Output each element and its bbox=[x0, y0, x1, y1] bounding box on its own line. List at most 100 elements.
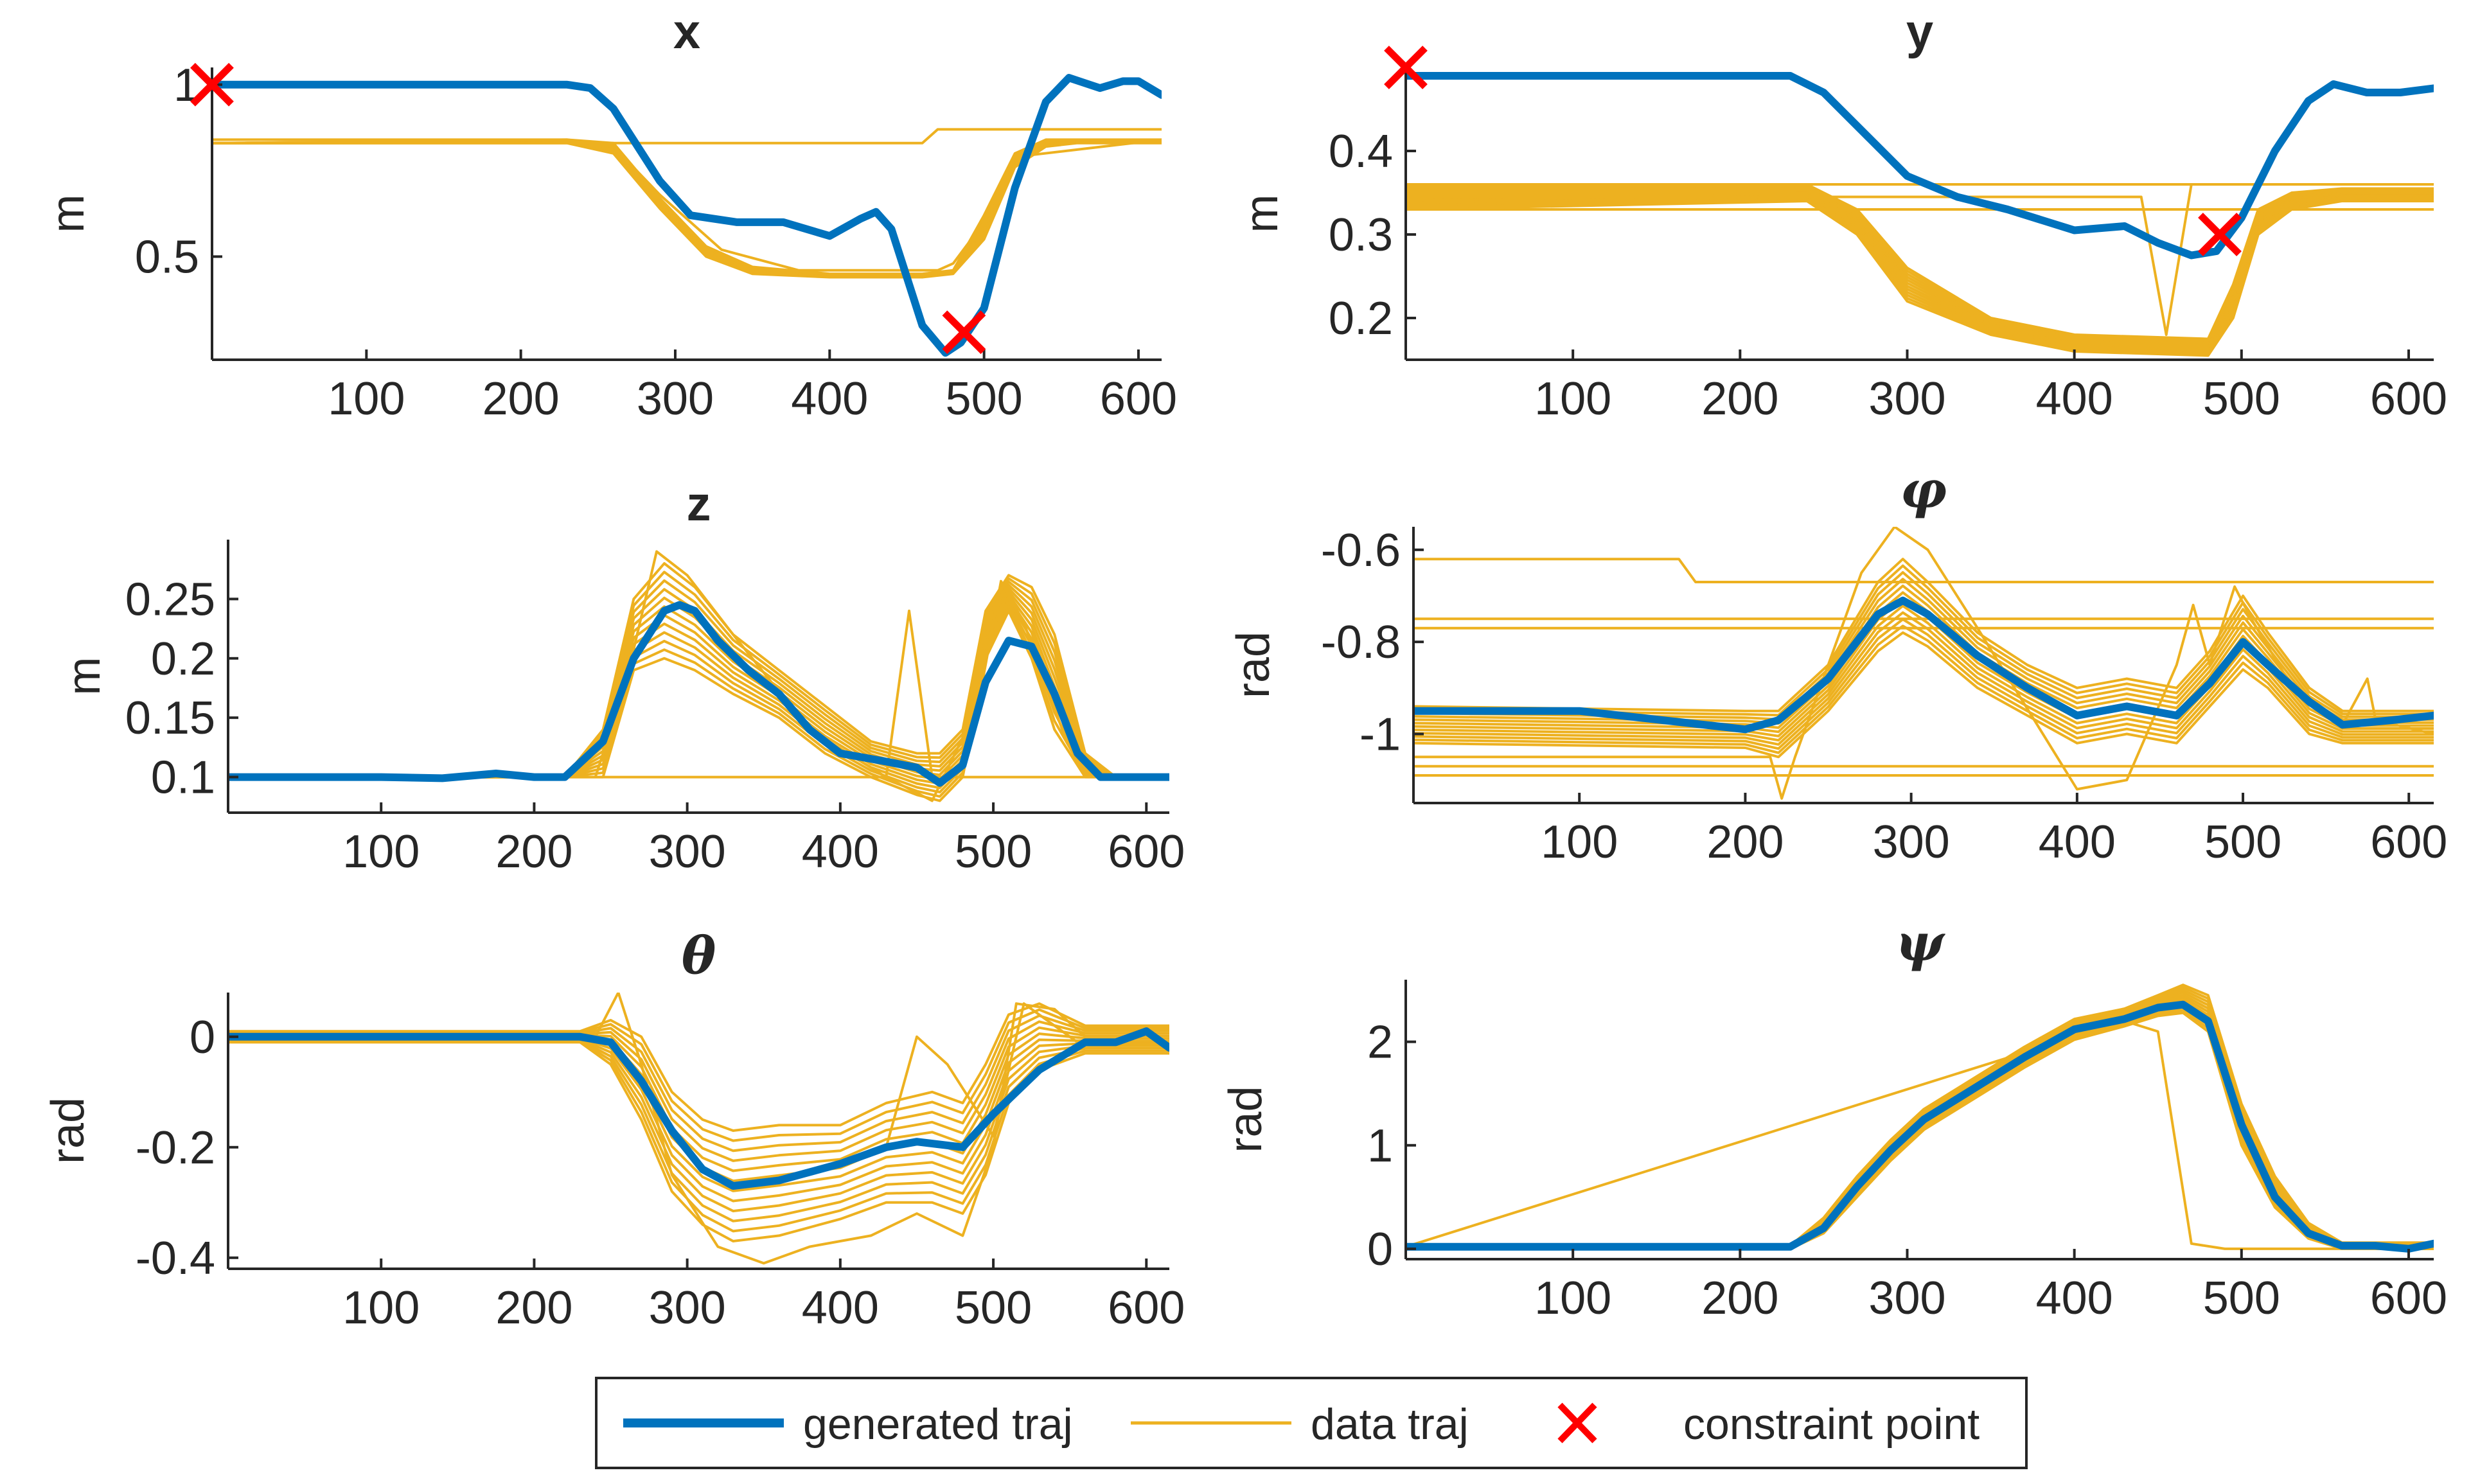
plot-1-y-tick-label-2: 0.4 bbox=[1329, 126, 1393, 177]
plot-5-y-label: rad bbox=[1220, 1086, 1271, 1153]
plot-1-data-traj-8 bbox=[1406, 188, 2434, 345]
plot-0-data-traj-outlier-1 bbox=[212, 138, 1162, 272]
plot-4-y-tick-label-1: -0.2 bbox=[136, 1122, 215, 1174]
plot-3-generated-traj bbox=[1413, 596, 2434, 734]
plot-1-data-traj-11 bbox=[1406, 183, 2434, 340]
plot-3-y-label: rad bbox=[1228, 632, 1279, 698]
plot-5-y-tick-label-2: 2 bbox=[1367, 1017, 1393, 1068]
plot-4-data-traj-7 bbox=[228, 1026, 1169, 1172]
plot-1-y-tick-label-0: 0.2 bbox=[1329, 293, 1393, 344]
plot-5-x-tick-label-600: 600 bbox=[2370, 1273, 2447, 1324]
plot-0-y-tick-label-0: 0.5 bbox=[135, 231, 199, 283]
plot-3-x-tick-label-300: 300 bbox=[1873, 817, 1950, 868]
plot-4-data-traj-8 bbox=[228, 1020, 1169, 1162]
plot-1-data-traj-7 bbox=[1406, 189, 2434, 346]
plot-0-constraint-point-1 bbox=[942, 310, 986, 355]
plot-4-y-tick-label-0: -0.4 bbox=[136, 1233, 215, 1284]
plot-2-y-tick-label-3: 0.25 bbox=[125, 574, 215, 625]
plot-2-x-tick-label-200: 200 bbox=[495, 826, 572, 878]
plot-5-y-tick-label-0: 0 bbox=[1367, 1224, 1393, 1275]
plot-2-plot-area bbox=[228, 550, 1169, 802]
plot-4-data-traj-outlier-1 bbox=[885, 1002, 1086, 1148]
legend: generated traj data traj constraint poin… bbox=[595, 1377, 2028, 1469]
plot-1-y-tick-label-1: 0.3 bbox=[1329, 209, 1393, 261]
plot-1-data-traj-1 bbox=[1406, 198, 2434, 356]
plot-3-data-traj-3 bbox=[1413, 611, 2434, 746]
plot-1-x-tick-label-200: 200 bbox=[1701, 373, 1778, 425]
plot-3-y-tick-label-2: -0.6 bbox=[1321, 525, 1401, 576]
plot-2-data-traj-8 bbox=[228, 583, 1169, 779]
plot-2-x-tick-label-400: 400 bbox=[802, 826, 879, 878]
plot-4-plot-area bbox=[228, 993, 1169, 1265]
subplot-z: 100 200 300 400 500 600 0.1 0.15 0.2 0.25 m z bbox=[58, 477, 1185, 878]
plot-3-data-traj-11 bbox=[1413, 558, 2434, 712]
plot-4-x-tick-label-500: 500 bbox=[955, 1282, 1032, 1334]
plot-0-x-tick-label-100: 100 bbox=[328, 373, 405, 425]
plot-4-x-tick-label-300: 300 bbox=[649, 1282, 726, 1334]
plot-1-constraint-point-0 bbox=[1384, 46, 1428, 89]
plot-4-data-traj-3 bbox=[228, 1038, 1169, 1213]
plot-4-x-tick-label-200: 200 bbox=[495, 1282, 572, 1334]
plot-2-x-tick-label-500: 500 bbox=[955, 826, 1032, 878]
plot-0-plot-area bbox=[212, 74, 1162, 357]
plot-0-data-traj-outlier-0 bbox=[212, 128, 1162, 145]
plot-1-title: y bbox=[1906, 4, 1933, 59]
plot-1-x-tick-label-400: 400 bbox=[2036, 373, 2113, 425]
plot-3-x-tick-label-500: 500 bbox=[2204, 817, 2281, 868]
plot-3-data-traj-outlier-0 bbox=[1413, 558, 2434, 583]
plot-1-data-traj-5 bbox=[1406, 192, 2434, 349]
plot-2-generated-traj bbox=[228, 601, 1169, 787]
plot-1-x-tick-label-100: 100 bbox=[1534, 373, 1611, 425]
plot-0-x-tick-label-400: 400 bbox=[791, 373, 868, 425]
plot-3-x-tick-label-200: 200 bbox=[1706, 817, 1784, 868]
plot-2-x-tick-label-600: 600 bbox=[1108, 826, 1185, 878]
legend-data-label: data traj bbox=[1311, 1400, 1469, 1449]
plot-1-x-tick-label-600: 600 bbox=[2370, 373, 2447, 425]
subplot-y: 100 200 300 400 500 600 0.2 0.3 0.4 m y bbox=[1236, 4, 2447, 425]
plot-2-data-traj-10 bbox=[228, 570, 1169, 779]
plot-3-x-tick-label-600: 600 bbox=[2370, 817, 2447, 868]
plot-0-x-tick-label-500: 500 bbox=[946, 373, 1023, 425]
plot-0-generated-traj bbox=[212, 74, 1162, 357]
subplot-psi: 100 200 300 400 500 600 0 1 2 rad ψ bbox=[1220, 912, 2447, 1324]
plot-1-data-traj-2 bbox=[1406, 197, 2434, 354]
plot-3-x-tick-label-100: 100 bbox=[1541, 817, 1618, 868]
plot-2-x-tick-label-100: 100 bbox=[342, 826, 420, 878]
plot-1-plot-area bbox=[1406, 72, 2434, 357]
plot-2-data-traj-9 bbox=[228, 579, 1169, 779]
plot-4-x-tick-label-400: 400 bbox=[802, 1282, 879, 1334]
plot-4-title: θ bbox=[682, 925, 716, 985]
plot-0-title: x bbox=[673, 4, 700, 59]
plot-5-x-tick-label-400: 400 bbox=[2036, 1273, 2113, 1324]
plot-2-data-traj-0 bbox=[228, 609, 1169, 802]
plot-3-data-traj-1 bbox=[1413, 624, 2434, 754]
plot-4-data-traj-10 bbox=[228, 1008, 1169, 1142]
plot-5-x-tick-label-300: 300 bbox=[1868, 1273, 1945, 1324]
plot-5-y-tick-label-1: 1 bbox=[1367, 1120, 1393, 1172]
plot-3-data-traj-10 bbox=[1413, 564, 2434, 717]
plot-5-title: ψ bbox=[1895, 912, 1945, 973]
plot-4-y-tick-label-2: 0 bbox=[190, 1012, 215, 1063]
plot-3-data-traj-0 bbox=[1413, 631, 2434, 759]
plot-4-data-traj-4 bbox=[228, 1037, 1169, 1203]
plot-2-title: z bbox=[687, 477, 711, 531]
plot-1-data-traj-6 bbox=[1406, 190, 2434, 348]
plot-3-y-tick-label-0: -1 bbox=[1360, 709, 1401, 761]
plot-1-data-traj-4 bbox=[1406, 193, 2434, 351]
legend-constraint-label: constraint point bbox=[1683, 1400, 1980, 1449]
plot-0-y-label: m bbox=[42, 195, 94, 233]
legend-box bbox=[595, 1377, 2028, 1469]
plot-2-data-traj-outlier-1 bbox=[594, 550, 1086, 802]
legend-constraint-marker bbox=[1557, 1402, 1597, 1444]
plot-2-data-traj-4 bbox=[228, 596, 1169, 785]
plot-2-y-tick-label-2: 0.2 bbox=[151, 633, 215, 685]
plot-5-x-tick-label-100: 100 bbox=[1534, 1273, 1611, 1324]
plot-2-y-tick-label-1: 0.15 bbox=[125, 693, 215, 744]
plot-3-data-traj-2 bbox=[1413, 618, 2434, 750]
plot-0-x-tick-label-300: 300 bbox=[637, 373, 714, 425]
legend-generated-label: generated traj bbox=[803, 1400, 1073, 1449]
plot-1-generated-traj bbox=[1406, 72, 2434, 260]
plot-0-data-traj-11 bbox=[212, 138, 1162, 276]
